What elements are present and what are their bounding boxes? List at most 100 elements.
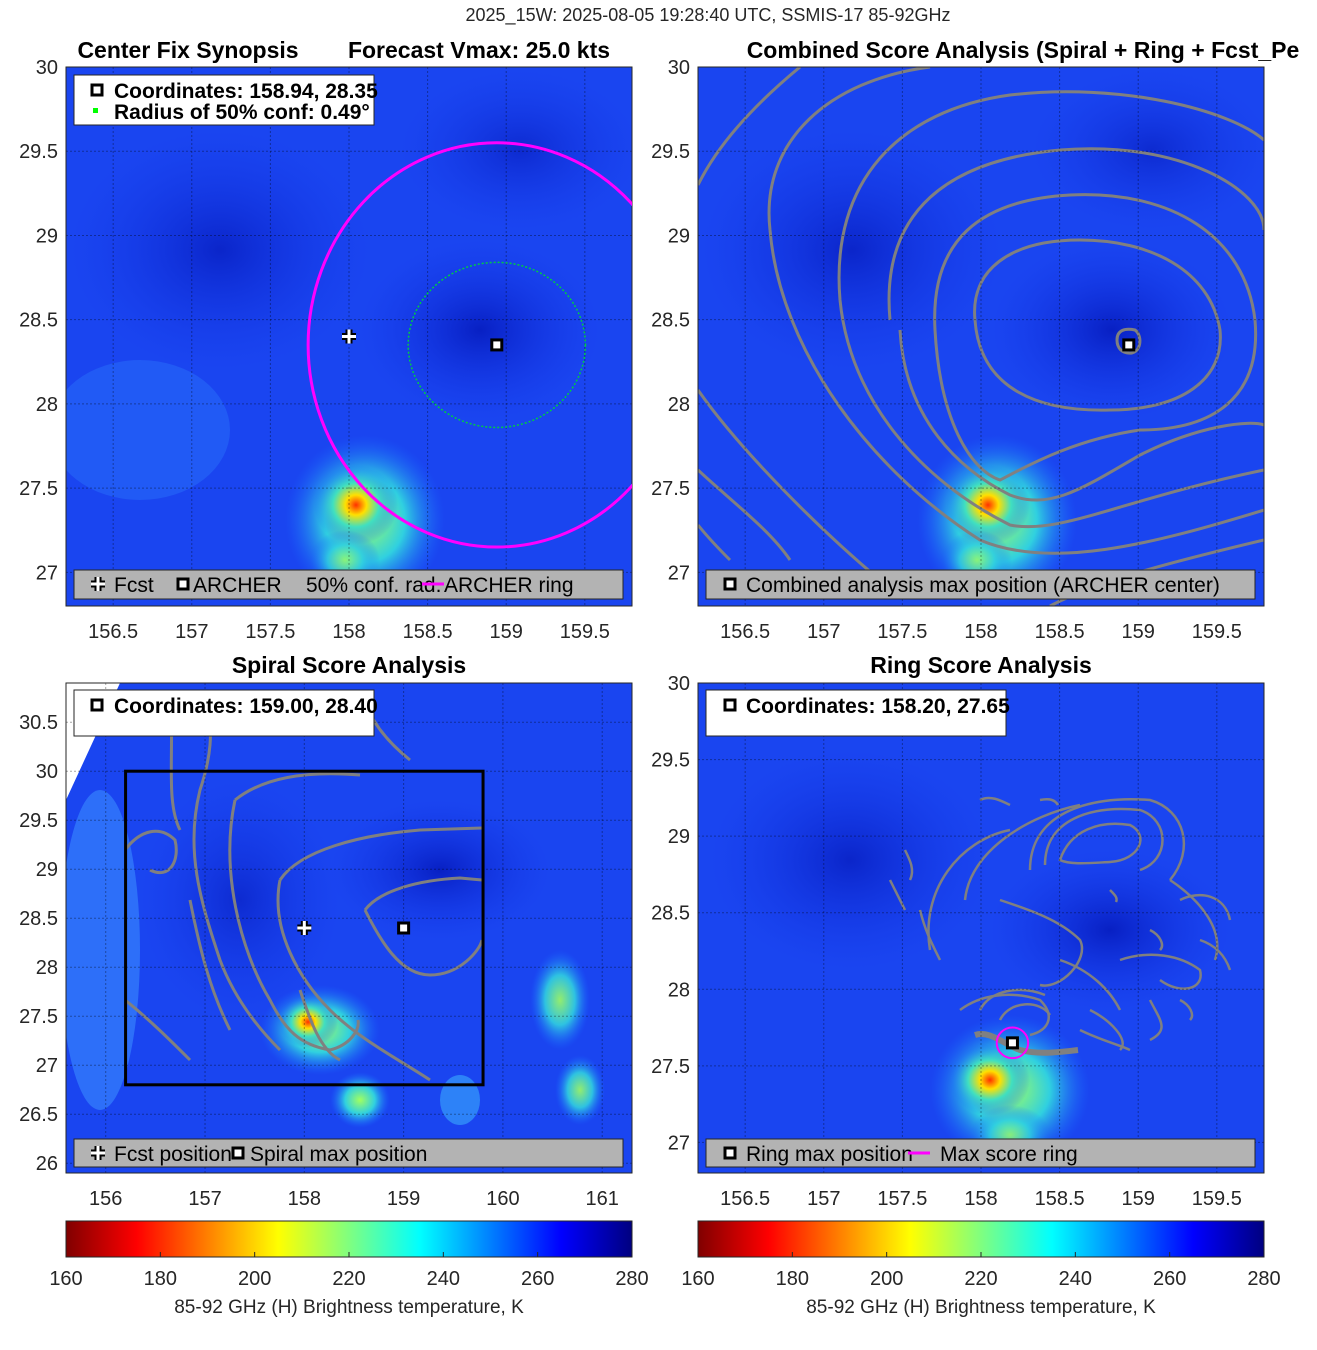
x-tick-label: 157.5: [877, 621, 927, 643]
panel1-title: Center Fix Synopsis: [77, 37, 298, 63]
panel2-contours: [698, 67, 1264, 606]
x-tick-label: 156.5: [720, 1188, 770, 1210]
panel4-ring-max-contour: [974, 1031, 1079, 1056]
panel2-axes: [697, 66, 1265, 607]
x-tick-label: 158: [964, 621, 997, 643]
colorbar-tick-label: 180: [776, 1268, 809, 1290]
panel3-info-box: Coordinates: 159.00, 28.40: [73, 689, 378, 737]
y-tick-label: 28.5: [19, 310, 58, 332]
y-tick-label: 27: [36, 1055, 58, 1077]
colorbar-tick-label: 160: [681, 1268, 714, 1290]
y-tick-label: 30: [668, 673, 690, 695]
colorbar-tick-label: 180: [144, 1268, 177, 1290]
x-tick-label: 159: [1122, 1188, 1155, 1210]
y-tick-label: 30: [36, 761, 58, 783]
colorbar-tick-label: 260: [521, 1268, 554, 1290]
panel3-contours: [123, 689, 484, 1082]
y-tick-label: 28: [668, 394, 690, 416]
x-tick-label: 159.5: [560, 621, 610, 643]
panel1-axes: [65, 66, 633, 607]
x-tick-label: 157: [175, 621, 208, 643]
combined-max-marker: [1122, 338, 1136, 352]
x-tick-label: 156: [89, 1188, 122, 1210]
colorbar-tick-label: 240: [427, 1268, 460, 1290]
conf-marker-icon: [93, 108, 98, 113]
panel2-title: Combined Score Analysis (Spiral + Ring +…: [747, 37, 1300, 63]
panel3-title: Spiral Score Analysis: [232, 652, 466, 678]
y-tick-label: 27: [36, 562, 58, 584]
legend-ring-max: Ring max position: [746, 1143, 913, 1166]
y-tick-label: 28.5: [651, 310, 690, 332]
colorbar-tick-label: 280: [615, 1268, 648, 1290]
colorbar-tick-label: 200: [238, 1268, 271, 1290]
y-tick-label: 29.5: [651, 141, 690, 163]
x-tick-label: 161: [586, 1188, 619, 1210]
x-tick-label: 159.5: [1192, 1188, 1242, 1210]
y-tick-label: 27: [668, 562, 690, 584]
legend-archer: ARCHER: [193, 574, 282, 597]
conf-radius-circle: [407, 261, 587, 429]
legend-fcst: Fcst: [114, 574, 154, 597]
colorbar-left: 160 180 200 220 240 260 280 85-92 GHz (H) Brig…: [49, 1220, 649, 1318]
y-tick-label: 29: [36, 859, 58, 881]
y-tick-label: 26: [36, 1153, 58, 1175]
colorbar-right: 160 180 200 220 240 260 280 85-92 GHz (H) Brig…: [681, 1220, 1281, 1318]
x-tick-label: 160: [486, 1188, 519, 1210]
y-tick-label: 29: [668, 225, 690, 247]
x-tick-label: 157: [188, 1188, 221, 1210]
x-tick-label: 158: [288, 1188, 321, 1210]
y-tick-label: 29: [668, 826, 690, 848]
panel3-convection-core: [278, 996, 338, 1048]
combined-max-icon: [723, 577, 737, 591]
x-tick-label: 159.5: [1192, 621, 1242, 643]
y-tick-label: 30.5: [19, 712, 58, 734]
legend-spiral-max: Spiral max position: [250, 1143, 427, 1166]
panel2-legend: Combined analysis max position (ARCHER c…: [705, 569, 1256, 600]
ring-marker-icon: [723, 698, 737, 712]
colorbar-tick-label: 260: [1153, 1268, 1186, 1290]
x-tick-label: 159: [1122, 621, 1155, 643]
y-tick-label: 27.5: [651, 1056, 690, 1078]
panel1-grid: [66, 67, 632, 606]
x-tick-label: 157: [807, 1188, 840, 1210]
legend-archer-ring: ARCHER ring: [444, 574, 574, 597]
y-tick-label: 29.5: [651, 750, 690, 772]
legend-max-score-ring: Max score ring: [940, 1143, 1078, 1166]
y-tick-label: 28: [36, 394, 58, 416]
spiral-marker-icon: [90, 698, 104, 712]
x-tick-label: 158: [332, 621, 365, 643]
x-tick-label: 158.5: [1035, 1188, 1085, 1210]
y-tick-label: 30: [36, 57, 58, 79]
archer-ring: [306, 141, 632, 549]
panel-combined-score: Combined Score Analysis (Spiral + Ring +…: [651, 37, 1299, 643]
panel-center-fix-synopsis: Center Fix Synopsis Forecast Vmax: 25.0 …: [19, 37, 633, 643]
panel4-contours: [888, 796, 1232, 1052]
colorbar-tick-label: 220: [332, 1268, 365, 1290]
fcst-position-marker: [297, 921, 312, 935]
panel3-coordinates: Coordinates: 159.00, 28.40: [114, 695, 378, 718]
archer-marker-icon: [90, 83, 104, 97]
panel1-info-box: Coordinates: 158.94, 28.35 Radius of 50%…: [73, 74, 378, 126]
x-tick-label: 158: [964, 1188, 997, 1210]
y-tick-label: 26.5: [19, 1104, 58, 1126]
x-tick-label: 157: [807, 621, 840, 643]
y-tick-label: 27.5: [651, 478, 690, 500]
ring-max-marker: [1005, 1036, 1019, 1050]
y-tick-label: 30: [668, 57, 690, 79]
x-tick-label: 157.5: [877, 1188, 927, 1210]
colorbar-right-gradient: [697, 1220, 1265, 1258]
x-tick-label: 158.5: [403, 621, 453, 643]
panel3-axes: [65, 682, 633, 1174]
colorbar-tick-label: 240: [1059, 1268, 1092, 1290]
x-tick-label: 156.5: [720, 621, 770, 643]
y-tick-label: 28.5: [651, 903, 690, 925]
colorbar-tick-label: 220: [964, 1268, 997, 1290]
y-tick-label: 28: [36, 957, 58, 979]
panel1-legend: Fcst ARCHER 50% conf. rad. ARCHER ring: [73, 569, 624, 600]
panel4-grid: [698, 683, 1264, 1173]
y-tick-label: 29.5: [19, 810, 58, 832]
colorbar-right-label: 85-92 GHz (H) Brightness temperature, K: [806, 1297, 1156, 1318]
y-tick-label: 28: [668, 979, 690, 1001]
panel1-vmax-title: Forecast Vmax: 25.0 kts: [348, 37, 610, 63]
